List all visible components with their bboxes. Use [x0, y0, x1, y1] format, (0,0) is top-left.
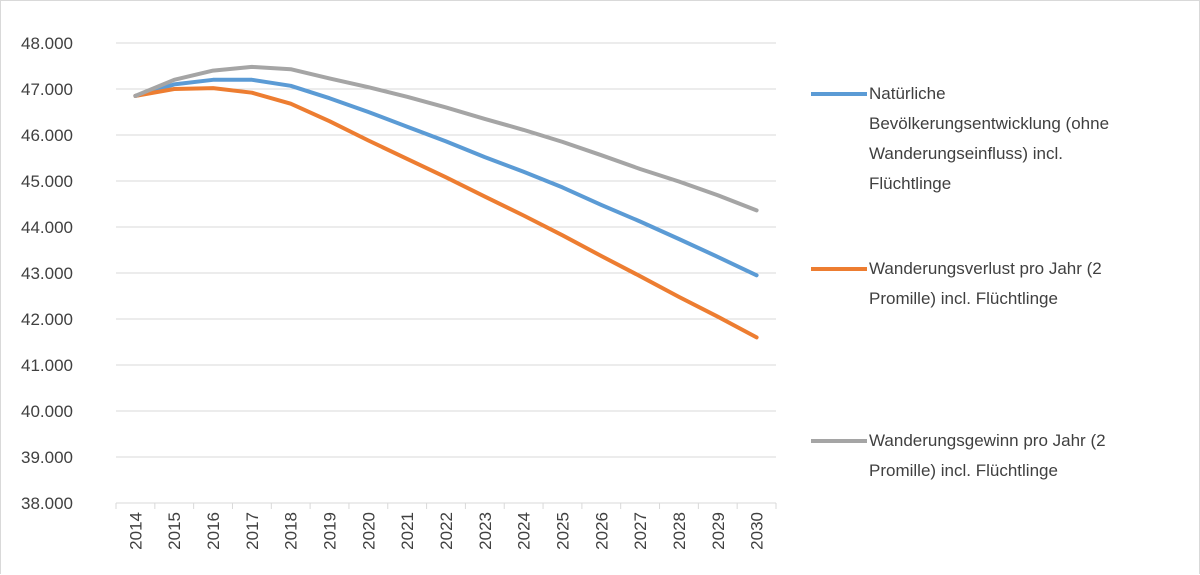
y-tick-label-5: 43.000 — [21, 264, 73, 283]
x-tick-label-2020: 2020 — [359, 512, 378, 550]
legend-label-gain: Wanderungsgewinn pro Jahr (2 Promille) i… — [869, 431, 1106, 480]
x-tick-label-2017: 2017 — [243, 512, 262, 550]
x-tick-label-2028: 2028 — [670, 512, 689, 550]
y-tick-label-9: 47.000 — [21, 80, 73, 99]
x-tick-label-2024: 2024 — [515, 512, 534, 550]
x-tick-label-2021: 2021 — [398, 512, 417, 550]
x-tick-label-2015: 2015 — [165, 512, 184, 550]
y-tick-label-1: 39.000 — [21, 448, 73, 467]
y-tick-label-6: 44.000 — [21, 218, 73, 237]
series-line-natural — [133, 77, 759, 278]
legend-swatch-natural — [811, 92, 867, 96]
x-tick-label-2022: 2022 — [437, 512, 456, 550]
x-tick-label-2014: 2014 — [126, 512, 145, 550]
legend: Natürliche Bevölkerungsentwicklung (ohne… — [811, 1, 1191, 575]
y-tick-label-3: 41.000 — [21, 356, 73, 375]
x-tick-label-2025: 2025 — [553, 512, 572, 550]
x-tick-label-2023: 2023 — [476, 512, 495, 550]
x-tick-label-2018: 2018 — [282, 512, 301, 550]
y-tick-label-2: 40.000 — [21, 402, 73, 421]
x-tick-label-2016: 2016 — [204, 512, 223, 550]
y-tick-label-7: 45.000 — [21, 172, 73, 191]
y-tick-label-8: 46.000 — [21, 126, 73, 145]
legend-swatch-loss — [811, 267, 867, 271]
legend-swatch-gain — [811, 439, 867, 443]
y-tick-label-0: 38.000 — [21, 494, 73, 513]
y-tick-label-10: 48.000 — [21, 34, 73, 53]
x-tick-label-2026: 2026 — [592, 512, 611, 550]
x-tick-label-2019: 2019 — [321, 512, 340, 550]
series-line-gain — [133, 64, 759, 213]
legend-label-loss: Wanderungsverlust pro Jahr (2 Promille) … — [869, 259, 1102, 308]
series-line-loss — [133, 86, 759, 340]
legend-label-natural: Natürliche Bevölkerungsentwicklung (ohne… — [869, 84, 1110, 193]
y-tick-label-4: 42.000 — [21, 310, 73, 329]
x-tick-label-2030: 2030 — [748, 512, 767, 550]
x-tick-label-2029: 2029 — [709, 512, 728, 550]
x-tick-label-2027: 2027 — [631, 512, 650, 550]
